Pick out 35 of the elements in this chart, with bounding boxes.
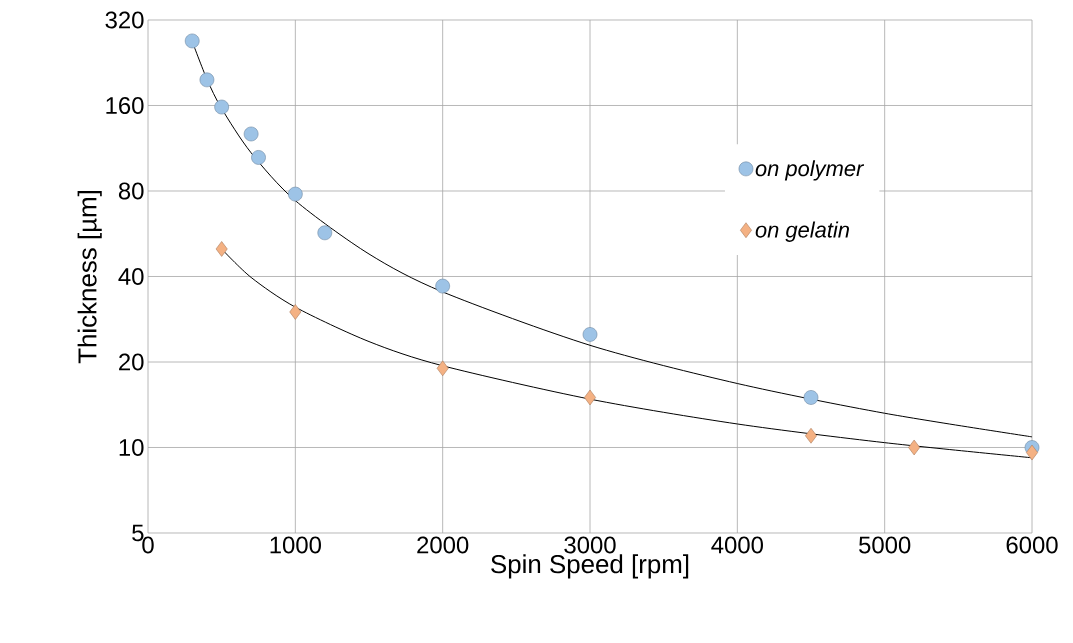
x-tick-label: 2000: [417, 536, 469, 554]
point: [803, 390, 819, 405]
y-tick-label: 20: [119, 353, 144, 371]
point: [1026, 444, 1038, 461]
y-tick-label: 80: [118, 182, 144, 200]
x-tick-label: 5000: [859, 536, 911, 554]
point: [184, 33, 200, 49]
point: [288, 186, 303, 202]
legend-label: on gelatin: [755, 221, 849, 242]
x-tick-label: 6000: [1006, 536, 1058, 554]
point: [199, 72, 215, 88]
point: [805, 427, 817, 444]
point: [214, 99, 229, 115]
point: [436, 360, 449, 377]
y-tick-label: 320: [105, 11, 144, 29]
y-tick-label: 160: [106, 97, 144, 114]
point: [215, 241, 228, 257]
y-tick-label: 40: [118, 268, 144, 285]
x-tick-label: 0: [142, 536, 154, 554]
point: [317, 225, 333, 241]
y-axis-title: Thickness [µm]: [77, 191, 102, 364]
point: [582, 327, 598, 342]
x-tick-label: 4000: [711, 536, 763, 554]
point: [251, 150, 266, 165]
x-tick-label: 1000: [270, 536, 321, 554]
point: [908, 439, 921, 456]
point: [584, 389, 596, 406]
legend-label: on polymer: [755, 160, 865, 181]
y-tick-label: 5: [132, 524, 144, 542]
y-tick-label: 10: [119, 439, 144, 456]
point: [243, 126, 259, 142]
point: [289, 304, 302, 320]
point: [435, 278, 450, 294]
x-tick-label: 3000: [564, 536, 616, 554]
x-axis-title: Spin Speed [rpm]: [491, 554, 689, 579]
